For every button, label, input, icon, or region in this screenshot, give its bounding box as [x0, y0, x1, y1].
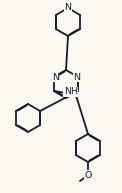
Text: N: N [52, 73, 59, 81]
Text: N: N [65, 3, 71, 13]
Text: NH: NH [64, 87, 78, 96]
Text: N: N [73, 73, 80, 81]
Text: O: O [84, 170, 92, 179]
